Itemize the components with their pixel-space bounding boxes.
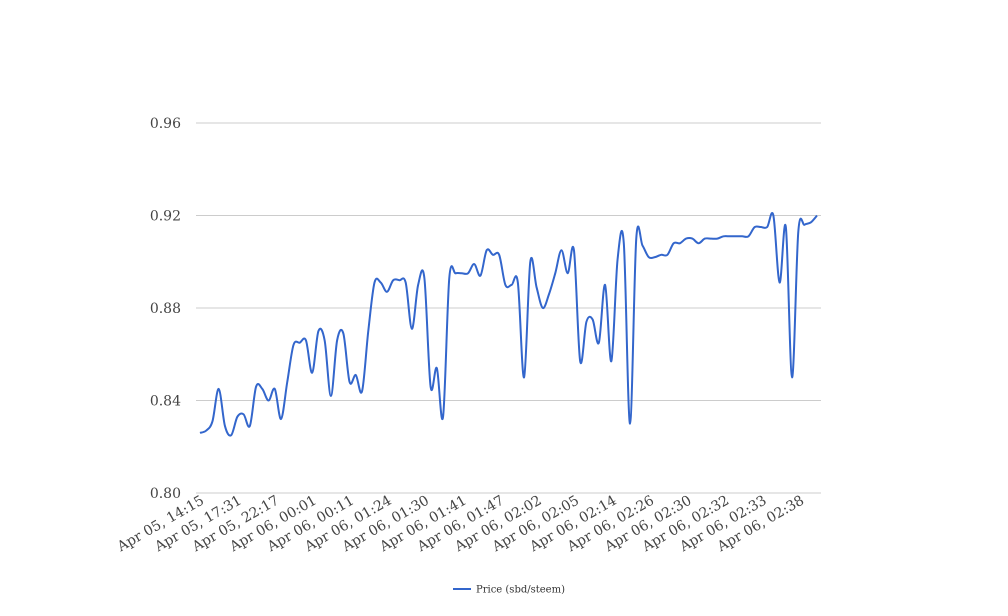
y-tick-label: 0.96: [150, 116, 181, 132]
legend-label: Price (sbd/steem): [476, 585, 565, 596]
legend[interactable]: Price (sbd/steem): [453, 585, 565, 596]
y-axis-tick-labels: 0.80 0.84 0.88 0.92 0.96: [150, 116, 181, 502]
series-lines: [199, 212, 818, 437]
y-tick-label: 0.92: [150, 209, 181, 225]
y-tick-label: 0.84: [150, 394, 181, 410]
gridlines: [196, 122, 821, 494]
y-tick-label: 0.80: [150, 486, 181, 502]
series-line[interactable]: [199, 212, 818, 437]
y-tick-label: 0.88: [150, 301, 181, 317]
